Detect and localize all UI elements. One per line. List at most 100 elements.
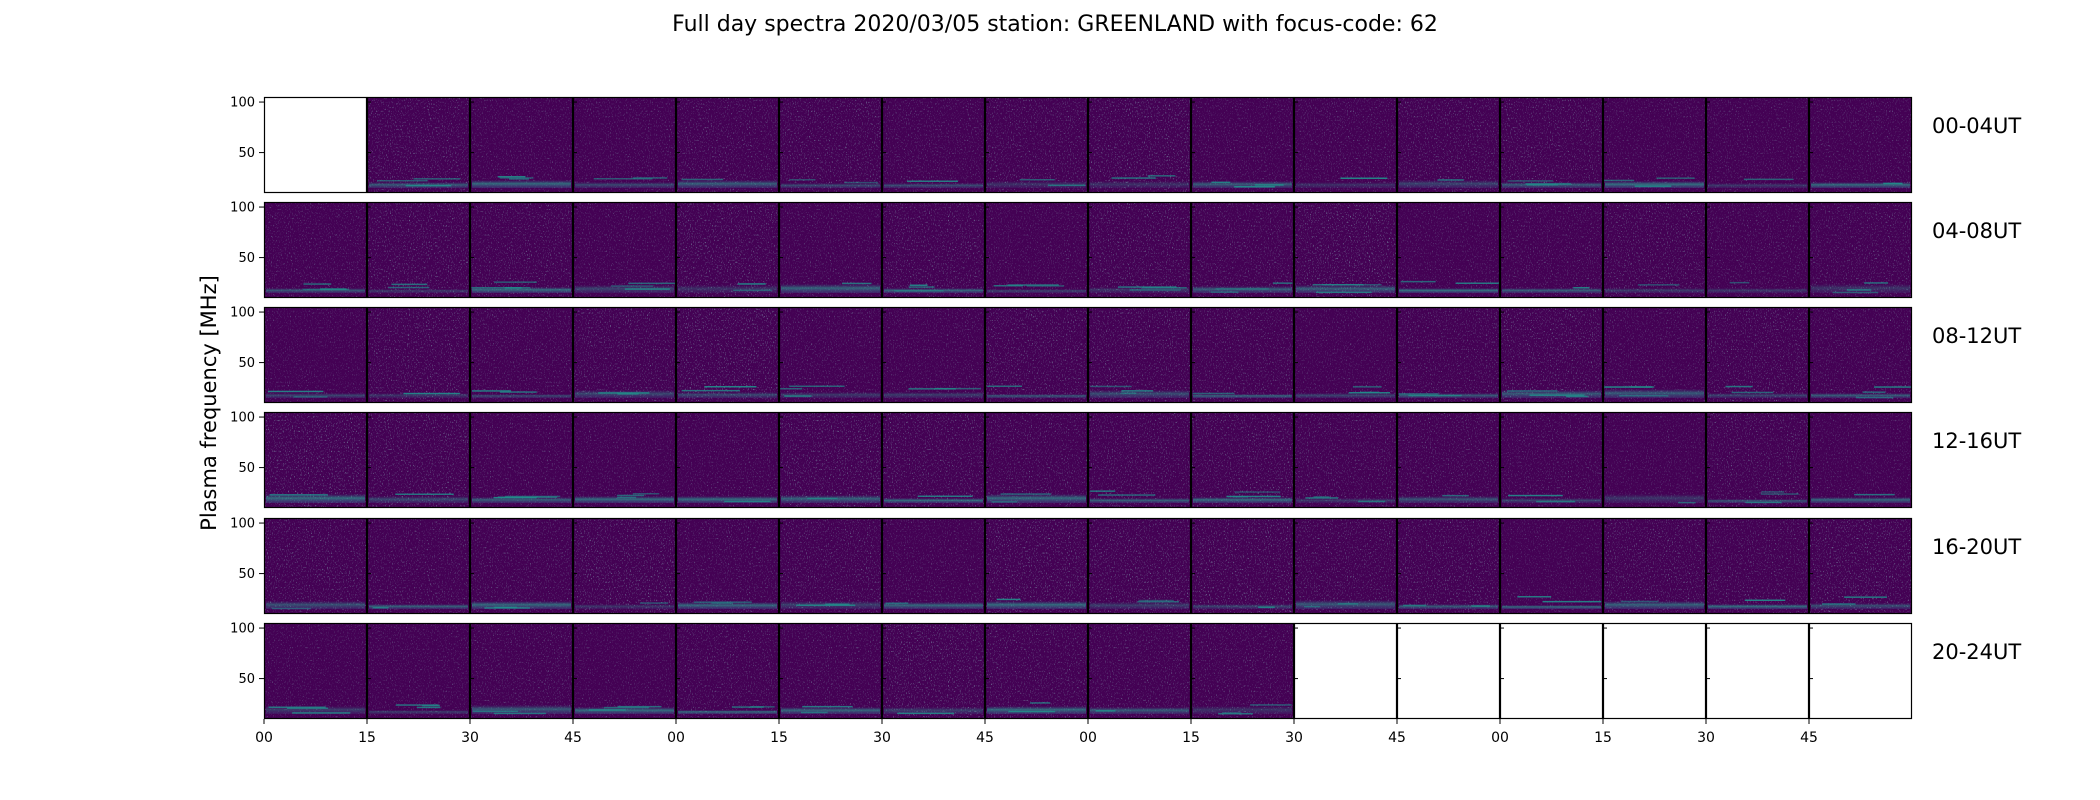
spectrum-panel bbox=[1087, 306, 1192, 404]
signal-streak bbox=[731, 706, 764, 708]
panel-frame bbox=[984, 411, 1089, 509]
signal-streak bbox=[1603, 179, 1635, 182]
spectrum-panel bbox=[263, 517, 368, 615]
low-frequency-band bbox=[369, 393, 468, 398]
spectrum-panel bbox=[263, 411, 368, 509]
low-frequency-band bbox=[1193, 604, 1292, 609]
panel-frame bbox=[469, 96, 574, 194]
panel-background bbox=[264, 97, 367, 193]
low-frequency-band bbox=[1296, 498, 1395, 503]
signal-streak bbox=[1864, 282, 1889, 284]
signal-streak bbox=[293, 396, 328, 398]
signal-streak bbox=[497, 496, 557, 498]
low-frequency-band bbox=[987, 394, 1086, 398]
low-frequency-band bbox=[1811, 497, 1910, 503]
panel-frame bbox=[675, 411, 780, 509]
panel-noise bbox=[264, 518, 367, 614]
signal-streak bbox=[628, 282, 676, 285]
low-frequency-band bbox=[1708, 288, 1807, 293]
row-label: 00-04UT bbox=[1932, 114, 2021, 138]
panel-noise bbox=[1191, 518, 1294, 614]
spectrum-panel bbox=[1087, 201, 1192, 299]
signal-streak bbox=[473, 710, 519, 713]
signal-streak bbox=[1678, 501, 1696, 504]
panel-frame bbox=[1087, 517, 1192, 615]
spectrum-panel bbox=[263, 306, 368, 404]
spectrum-panel bbox=[881, 306, 986, 404]
x-tick-label: 15 bbox=[1594, 730, 1612, 746]
x-tick-label: 00 bbox=[1079, 730, 1097, 746]
y-tick-label: 100 bbox=[230, 622, 255, 637]
signal-streak bbox=[1357, 500, 1386, 503]
signal-streak bbox=[704, 386, 757, 388]
spectrum-panel bbox=[469, 517, 574, 615]
panel-frame bbox=[1293, 306, 1398, 404]
panel-noise bbox=[779, 623, 882, 719]
panel-frame bbox=[1808, 201, 1913, 299]
panel-frame bbox=[1396, 306, 1501, 404]
panel-frame bbox=[1396, 411, 1501, 509]
signal-streak bbox=[993, 285, 1023, 287]
signal-streak bbox=[1234, 186, 1275, 188]
low-frequency-band bbox=[678, 285, 777, 293]
signal-streak bbox=[1138, 599, 1174, 602]
panel-noise bbox=[1500, 518, 1603, 614]
spectrum-panel bbox=[572, 622, 677, 720]
spectrum-panel bbox=[881, 411, 986, 509]
panel-rows: 100 50 00-04UT 100 50 04-08UT 100 50 08-12UT 100 5… bbox=[230, 96, 2021, 720]
signal-streak bbox=[934, 387, 981, 390]
panel-frame bbox=[1499, 517, 1604, 615]
chart-title: Full day spectra 2020/03/05 station: GRE… bbox=[672, 12, 1438, 37]
signal-streak bbox=[1744, 599, 1786, 601]
signal-streak bbox=[1403, 604, 1427, 607]
panel-frame bbox=[572, 517, 677, 615]
signal-streak bbox=[1566, 395, 1588, 398]
signal-streak bbox=[784, 395, 812, 397]
panel-background bbox=[1706, 623, 1809, 719]
panel-frame bbox=[263, 96, 368, 194]
signal-streak bbox=[1007, 284, 1059, 286]
signal-streak bbox=[1729, 281, 1750, 284]
panel-frame bbox=[1705, 622, 1810, 720]
panel-noise bbox=[882, 623, 985, 719]
panel-noise bbox=[1603, 518, 1706, 614]
low-frequency-band bbox=[369, 496, 468, 503]
signal-streak bbox=[472, 390, 512, 392]
signal-streak bbox=[1258, 606, 1275, 608]
panel-noise bbox=[1191, 307, 1294, 403]
x-tick-label: 45 bbox=[1388, 730, 1406, 746]
spectrum-panel bbox=[366, 306, 471, 404]
panel-frame bbox=[572, 96, 677, 194]
panel-frame bbox=[778, 411, 883, 509]
y-tick-label: 50 bbox=[238, 251, 255, 266]
spectrum-panel bbox=[778, 517, 883, 615]
signal-streak bbox=[1129, 289, 1181, 291]
signal-streak bbox=[497, 176, 526, 178]
panel-noise bbox=[573, 202, 676, 298]
spectrum-panel bbox=[984, 201, 1089, 299]
spectrum-panel bbox=[1499, 201, 1604, 299]
signal-streak bbox=[724, 500, 771, 503]
signal-streak bbox=[693, 601, 752, 603]
panel-noise bbox=[573, 307, 676, 403]
x-tick-label: 45 bbox=[564, 730, 582, 746]
x-tick-label: 15 bbox=[770, 730, 788, 746]
signal-streak bbox=[286, 707, 329, 709]
panel-noise bbox=[1603, 307, 1706, 403]
spectrum-panel bbox=[778, 201, 883, 299]
panel-frame bbox=[469, 201, 574, 299]
panel-row: 100 50 12-16UT bbox=[230, 411, 2021, 509]
panel-noise bbox=[1397, 307, 1500, 403]
signal-streak bbox=[624, 288, 670, 290]
x-tick-label: 00 bbox=[255, 730, 273, 746]
panel-noise bbox=[779, 412, 882, 508]
spectrum-panel bbox=[469, 306, 574, 404]
signal-streak bbox=[494, 606, 517, 609]
low-frequency-band bbox=[1296, 393, 1395, 398]
panel-noise bbox=[1294, 202, 1397, 298]
y-tick-label: 50 bbox=[238, 461, 255, 476]
signal-streak bbox=[1137, 601, 1180, 603]
signal-streak bbox=[897, 712, 955, 715]
spectrum-panel bbox=[469, 622, 574, 720]
signal-streak bbox=[991, 501, 1018, 503]
